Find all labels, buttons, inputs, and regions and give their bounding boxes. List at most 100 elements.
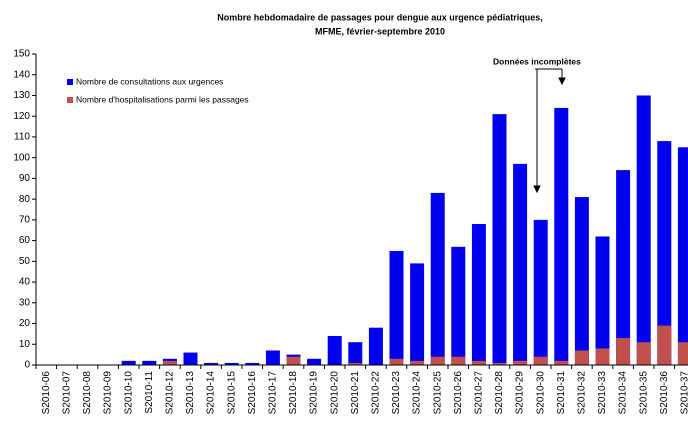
bar bbox=[657, 141, 672, 365]
x-tick-label: S2010-32 bbox=[577, 371, 588, 415]
x-tick-label: S2010-14 bbox=[206, 371, 217, 415]
bar bbox=[533, 356, 548, 365]
bar bbox=[224, 362, 239, 365]
bar bbox=[245, 362, 260, 365]
chart-subtitle: MFME, février-septembre 2010 bbox=[315, 26, 445, 36]
bar bbox=[327, 335, 342, 365]
bar bbox=[636, 95, 651, 365]
y-tick-label: 20 bbox=[19, 318, 31, 329]
x-tick-label: S2010-07 bbox=[62, 371, 73, 415]
x-tick-label: S2010-24 bbox=[412, 371, 423, 415]
bar bbox=[162, 360, 177, 365]
x-tick-label: S2010-33 bbox=[597, 371, 608, 415]
x-tick-label: S2010-31 bbox=[556, 371, 567, 415]
bar bbox=[286, 356, 301, 365]
x-tick-label: S2010-12 bbox=[165, 371, 176, 415]
bar bbox=[430, 192, 445, 365]
x-tick-label: S2010-09 bbox=[103, 371, 114, 415]
bar bbox=[616, 338, 631, 365]
y-tick-label: 90 bbox=[19, 173, 31, 184]
x-tick-label: S2010-29 bbox=[515, 371, 526, 415]
y-tick-label: 60 bbox=[19, 235, 31, 246]
bar bbox=[595, 236, 610, 365]
legend-label: Nombre d'hospitalisations parmi les pass… bbox=[76, 94, 249, 104]
bar bbox=[513, 360, 528, 365]
y-tick-label: 70 bbox=[19, 215, 31, 226]
x-tick-label: S2010-13 bbox=[185, 371, 196, 415]
bar bbox=[265, 350, 280, 365]
x-tick-label: S2010-34 bbox=[618, 371, 629, 415]
annotation: Données incomplètes bbox=[493, 56, 581, 66]
bar bbox=[410, 360, 425, 365]
y-tick-label: 110 bbox=[14, 132, 30, 143]
legend-swatch bbox=[67, 79, 73, 85]
x-tick-label: S2010-08 bbox=[82, 371, 93, 415]
bar bbox=[368, 327, 383, 365]
bar bbox=[574, 350, 589, 365]
chart-title: Nombre hebdomadaire de passages pour den… bbox=[217, 12, 543, 22]
x-tick-label: S2010-19 bbox=[309, 371, 320, 415]
x-tick-label: S2010-21 bbox=[350, 371, 361, 415]
legend-swatch bbox=[67, 97, 73, 103]
y-tick-label: 30 bbox=[19, 297, 31, 308]
x-tick-label: S2010-26 bbox=[453, 371, 464, 415]
y-tick-label: 40 bbox=[19, 277, 31, 288]
x-tick-label: S2010-20 bbox=[329, 371, 340, 415]
bar bbox=[451, 246, 466, 365]
bar bbox=[471, 360, 486, 365]
y-tick-label: 130 bbox=[13, 90, 30, 101]
x-tick-label: S2010-16 bbox=[247, 371, 258, 415]
x-tick-label: S2010-27 bbox=[474, 371, 485, 415]
x-tick-label: S2010-15 bbox=[226, 371, 237, 415]
bar bbox=[142, 360, 157, 365]
bar bbox=[430, 356, 445, 365]
bar bbox=[657, 325, 672, 365]
x-tick-label: S2010-06 bbox=[41, 371, 52, 415]
x-tick-label: S2010-35 bbox=[638, 371, 649, 415]
bar bbox=[121, 360, 136, 365]
x-tick-label: S2010-18 bbox=[288, 371, 299, 415]
bar bbox=[204, 362, 219, 365]
x-tick-label: S2010-10 bbox=[123, 371, 134, 415]
x-tick-label: S2010-36 bbox=[659, 371, 670, 415]
y-tick-label: 120 bbox=[13, 111, 30, 122]
annotation-arrows bbox=[533, 68, 566, 194]
bar bbox=[533, 219, 548, 365]
bar bbox=[492, 114, 507, 365]
bar bbox=[389, 358, 404, 365]
bar bbox=[554, 360, 569, 365]
y-tick-label: 140 bbox=[13, 69, 30, 80]
y-tick-label: 50 bbox=[19, 256, 31, 267]
x-tick-label: S2010-22 bbox=[371, 371, 382, 415]
bar bbox=[410, 263, 425, 365]
bar bbox=[616, 170, 631, 365]
bar bbox=[677, 147, 688, 365]
x-tick-label: S2010-25 bbox=[432, 371, 443, 415]
bar bbox=[348, 362, 363, 365]
bar bbox=[492, 362, 507, 365]
bar bbox=[595, 348, 610, 365]
bar bbox=[348, 342, 363, 365]
bar bbox=[513, 163, 528, 365]
bar bbox=[389, 250, 404, 365]
x-tick-label: S2010-11 bbox=[144, 371, 155, 414]
x-tick-label: S2010-30 bbox=[535, 371, 546, 415]
y-tick-label: 10 bbox=[19, 339, 31, 350]
x-tick-label: S2010-37 bbox=[680, 371, 688, 415]
y-tick-label: 150 bbox=[13, 49, 30, 60]
bar bbox=[677, 342, 688, 365]
bar bbox=[307, 358, 322, 365]
x-tick-label: S2010-28 bbox=[494, 371, 505, 415]
x-tick-label: S2010-23 bbox=[391, 371, 402, 415]
bar bbox=[574, 197, 589, 365]
bar bbox=[183, 352, 198, 365]
y-tick-label: 100 bbox=[13, 152, 30, 163]
bar bbox=[554, 107, 569, 365]
bar bbox=[451, 356, 466, 365]
y-tick-label: 0 bbox=[24, 360, 30, 371]
y-tick-label: 80 bbox=[19, 194, 31, 205]
bar bbox=[636, 342, 651, 365]
x-tick-label: S2010-17 bbox=[268, 371, 279, 415]
legend-label: Nombre de consultations aux urgences bbox=[76, 76, 223, 86]
